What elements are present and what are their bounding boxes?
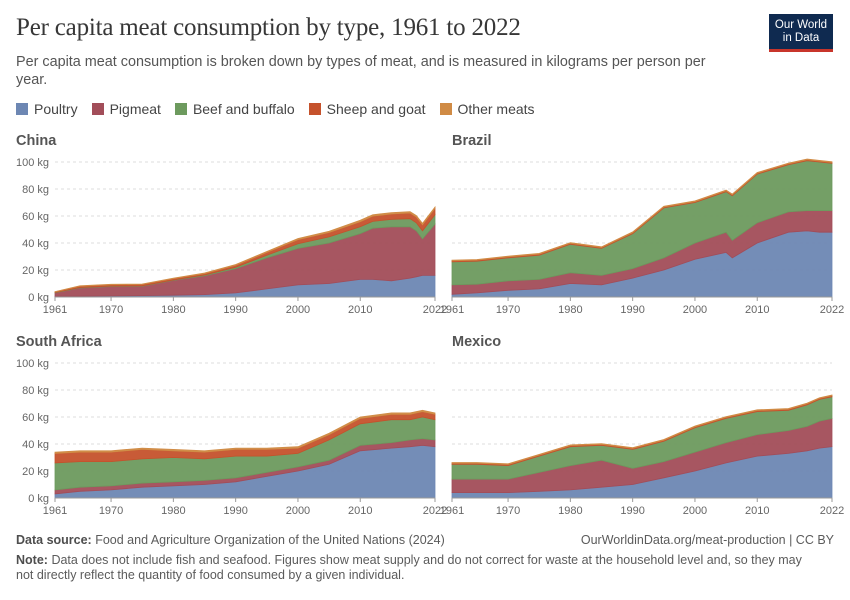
y-tick-label: 80 kg [22, 385, 49, 397]
panel-title-brazil: Brazil [452, 133, 492, 149]
legend-label-pigmeat: Pigmeat [109, 101, 161, 117]
area-other-meats-mexico[interactable] [451, 394, 833, 465]
x-tick-label: 1961 [43, 304, 67, 316]
x-tick-label: 1980 [161, 304, 185, 316]
x-tick-label: 2022 [423, 304, 447, 316]
x-tick-label: 1970 [99, 304, 123, 316]
legend-label-other: Other meats [457, 101, 535, 117]
x-tick-label: 1980 [558, 505, 582, 517]
legend-swatch-pigmeat [91, 103, 104, 115]
footer-url[interactable]: OurWorldinData.org/meat-production | CC … [580, 533, 834, 547]
x-tick-label: 1961 [43, 505, 67, 517]
area-other-meats-brazil[interactable] [451, 158, 833, 262]
panel-brazil: Brazil 1961 1970 1980 1990 2000 2010 2022 [440, 133, 844, 316]
legend-item-poultry[interactable]: Poultry [16, 101, 78, 117]
y-tick-label: 0 kg [28, 493, 49, 505]
y-tick-label: 60 kg [22, 412, 49, 424]
x-tick-label: 2000 [286, 304, 310, 316]
y-tick-label: 80 kg [22, 184, 49, 196]
legend-label-beef: Beef and buffalo [192, 101, 295, 117]
x-tick-label: 2000 [683, 505, 707, 517]
legend-item-pigmeat[interactable]: Pigmeat [91, 101, 161, 117]
x-tick-label: 1980 [161, 505, 185, 517]
legend-item-beef[interactable]: Beef and buffalo [174, 101, 295, 117]
y-tick-label: 40 kg [22, 238, 49, 250]
logo-line-1: Our World [774, 19, 828, 31]
area-other-meats-china[interactable] [54, 205, 436, 293]
panel-title-china: China [16, 133, 57, 149]
panel-china: China 0 kg 20 kg 40 kg 60 kg 80 kg 100 kg 1961 1… [16, 133, 447, 316]
x-tick-label: 1970 [496, 505, 520, 517]
x-tick-label: 1970 [496, 304, 520, 316]
y-tick-label: 40 kg [22, 439, 49, 451]
y-tick-label: 20 kg [22, 265, 49, 277]
x-tick-label: 1961 [440, 505, 464, 517]
panel-mexico: Mexico 1961 1970 1980 1990 2000 2010 2022 [440, 334, 844, 517]
x-tick-label: 2010 [348, 505, 372, 517]
legend-label-sheep: Sheep and goat [326, 101, 426, 117]
x-tick-label: 1980 [558, 304, 582, 316]
owid-logo[interactable]: Our World in Data [769, 14, 833, 52]
legend-swatch-beef [174, 103, 187, 115]
y-tick-label: 100 kg [16, 157, 49, 169]
footer-note: Note: Data does not include fish and sea… [16, 553, 816, 583]
y-tick-label: 60 kg [22, 211, 49, 223]
chart-subtitle: Per capita meat consumption is broken do… [16, 54, 706, 88]
area-other-meats-south-africa[interactable] [54, 409, 436, 454]
x-tick-label: 2000 [286, 505, 310, 517]
legend-label-poultry: Poultry [34, 101, 78, 117]
x-tick-label: 1970 [99, 505, 123, 517]
x-tick-label: 2010 [745, 505, 769, 517]
x-tick-label: 2000 [683, 304, 707, 316]
source-link[interactable]: Food and Agriculture Organization of the… [95, 533, 445, 547]
source-label: Data source: [16, 533, 92, 547]
legend-swatch-poultry [16, 103, 28, 115]
footer-source: Data source: Food and Agriculture Organi… [16, 533, 445, 547]
x-tick-label: 2010 [745, 304, 769, 316]
legend-item-other[interactable]: Other meats [439, 101, 535, 117]
legend-item-sheep[interactable]: Sheep and goat [308, 101, 426, 117]
x-tick-label: 2022 [820, 505, 844, 517]
note-label: Note: [16, 553, 48, 567]
y-tick-label: 100 kg [16, 358, 49, 370]
x-tick-label: 2010 [348, 304, 372, 316]
panel-south-africa: South Africa 0 kg 20 kg 40 kg 60 kg 80 kg 100 … [16, 334, 447, 517]
legend: Poultry Pigmeat Beef and buffalo Sheep a… [16, 101, 549, 117]
legend-swatch-sheep [308, 103, 321, 115]
x-tick-label: 2022 [820, 304, 844, 316]
x-tick-label: 1990 [223, 304, 247, 316]
y-tick-label: 20 kg [22, 466, 49, 478]
logo-line-2: in Data [782, 32, 820, 44]
x-tick-label: 2022 [423, 505, 447, 517]
x-tick-label: 1990 [620, 304, 644, 316]
panel-title-mexico: Mexico [452, 334, 501, 350]
chart-title: Per capita meat consumption by type, 196… [16, 14, 521, 41]
note-text: Data does not include fish and seafood. … [16, 553, 802, 582]
panel-title-south-africa: South Africa [16, 334, 103, 350]
x-tick-label: 1990 [620, 505, 644, 517]
y-tick-label: 0 kg [28, 292, 49, 304]
legend-swatch-other [439, 103, 452, 115]
x-tick-label: 1961 [440, 304, 464, 316]
x-tick-label: 1990 [223, 505, 247, 517]
